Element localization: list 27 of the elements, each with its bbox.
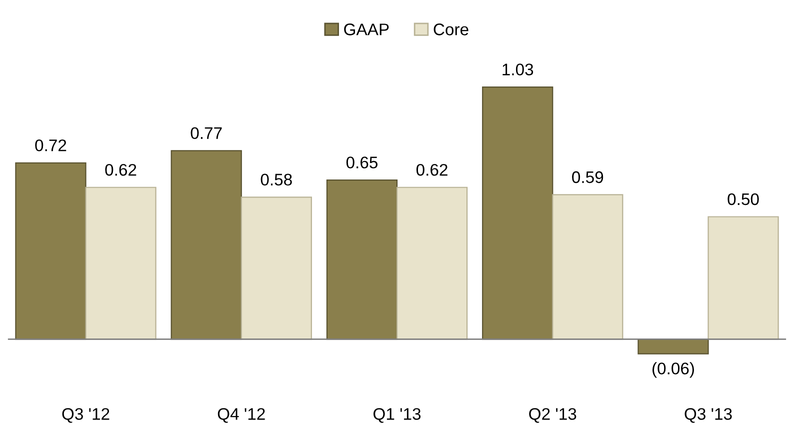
bar bbox=[708, 216, 779, 340]
data-label: 0.72 bbox=[35, 139, 66, 152]
data-label: 0.77 bbox=[190, 127, 222, 140]
data-label: 1.03 bbox=[502, 64, 534, 76]
bar bbox=[240, 196, 312, 340]
bar bbox=[638, 338, 709, 354]
bar bbox=[15, 162, 86, 340]
x-tick-label: Q4 '12 bbox=[218, 408, 265, 423]
bar bbox=[85, 186, 156, 340]
bar bbox=[170, 150, 242, 340]
bar bbox=[396, 186, 468, 340]
data-label: 0.62 bbox=[105, 164, 136, 176]
x-tick-label: Q1 '13 bbox=[374, 408, 421, 423]
data-label: 0.65 bbox=[346, 156, 378, 168]
bar bbox=[482, 86, 554, 340]
legend-label: Core bbox=[434, 24, 468, 36]
x-tick-label: Q3 '13 bbox=[684, 408, 732, 423]
bar bbox=[326, 179, 398, 340]
data-label: 0.62 bbox=[416, 164, 448, 176]
data-label: 0.59 bbox=[572, 171, 604, 184]
x-tick-label: Q3 '12 bbox=[62, 408, 110, 423]
data-label: 0.50 bbox=[728, 193, 759, 206]
data-label: (0.06) bbox=[652, 362, 694, 378]
legend-label: GAAP bbox=[344, 24, 389, 36]
bar bbox=[552, 194, 624, 340]
data-label: 0.58 bbox=[260, 174, 292, 186]
x-tick-label: Q2 '13 bbox=[529, 408, 576, 423]
